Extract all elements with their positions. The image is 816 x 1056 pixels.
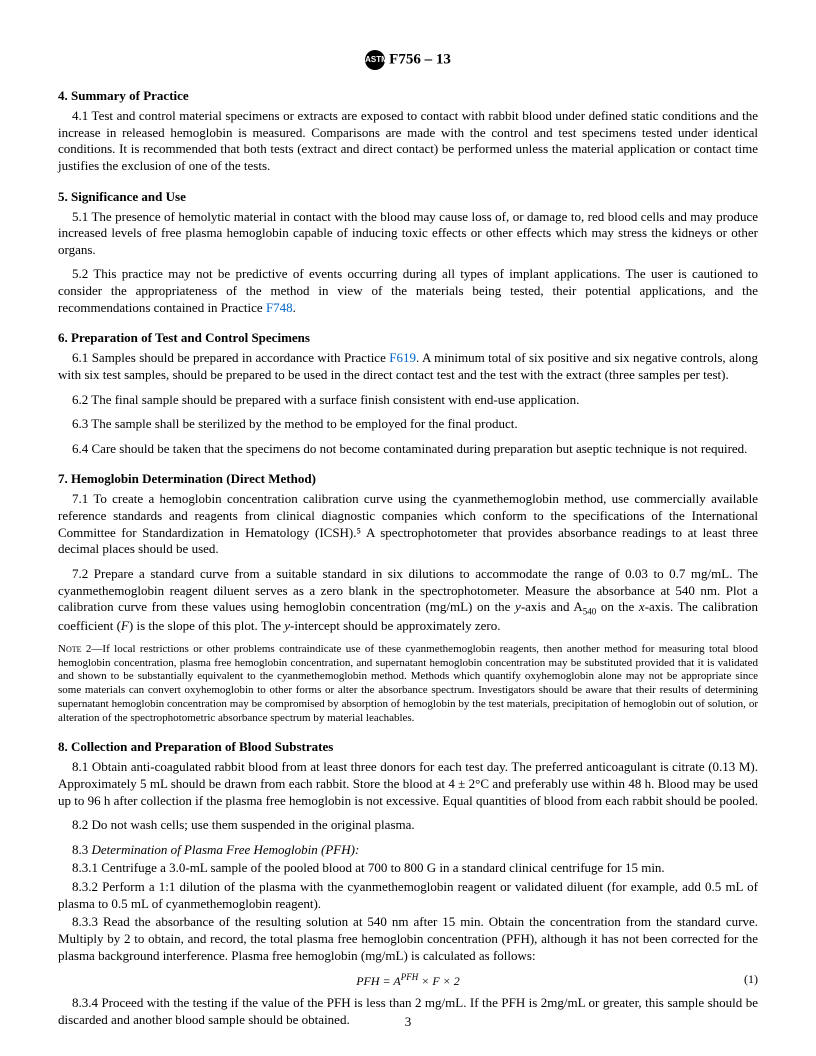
para-8-3-2: 8.3.2 Perform a 1:1 dilution of the plas…	[58, 879, 758, 912]
p83i: Determination of Plasma Free Hemoglobin …	[92, 842, 360, 857]
p72f: -intercept should be approximately zero.	[290, 618, 500, 633]
section-5-title: 5. Significance and Use	[58, 189, 758, 205]
note-2: Note 2—If local restrictions or other pr…	[58, 643, 758, 726]
para-8-3-1: 8.3.1 Centrifuge a 3.0-mL sample of the …	[58, 860, 758, 877]
eq-lhs: PFH = A	[356, 974, 401, 988]
ref-f619[interactable]: F619	[389, 350, 416, 365]
p83a: 8.3	[72, 842, 92, 857]
section-8-title: 8. Collection and Preparation of Blood S…	[58, 739, 758, 755]
para-6-1a: 6.1 Samples should be prepared in accord…	[72, 350, 389, 365]
para-6-1: 6.1 Samples should be prepared in accord…	[58, 350, 758, 383]
sub540: 540	[583, 607, 597, 617]
eq-num: (1)	[744, 972, 758, 987]
section-4-title: 4. Summary of Practice	[58, 88, 758, 104]
eq-rhs: × F × 2	[418, 974, 460, 988]
para-8-3-3: 8.3.3 Read the absorbance of the resulti…	[58, 914, 758, 964]
para-8-2: 8.2 Do not wash cells; use them suspende…	[58, 817, 758, 834]
p72c: on the	[596, 599, 639, 614]
section-6-title: 6. Preparation of Test and Control Speci…	[58, 330, 758, 346]
p72b: -axis and A	[521, 599, 583, 614]
ref-f748[interactable]: F748	[266, 300, 293, 315]
para-5-2b: .	[293, 300, 296, 315]
para-6-2: 6.2 The final sample should be prepared …	[58, 392, 758, 409]
designation: F756 – 13	[389, 51, 451, 67]
equation-1: PFH = APFH × F × 2 (1)	[58, 972, 758, 989]
para-8-1: 8.1 Obtain anti-coagulated rabbit blood …	[58, 759, 758, 809]
coef-f: F	[121, 618, 129, 633]
page-header: ASTMF756 – 13	[58, 50, 758, 70]
page-number: 3	[0, 1014, 816, 1030]
para-7-1: 7.1 To create a hemoglobin concentration…	[58, 491, 758, 558]
para-4-1: 4.1 Test and control material specimens …	[58, 108, 758, 175]
astm-logo: ASTM	[365, 50, 385, 70]
eq-sup: PFH	[401, 972, 419, 982]
section-7-title: 7. Hemoglobin Determination (Direct Meth…	[58, 471, 758, 487]
para-5-2a: 5.2 This practice may not be predictive …	[58, 266, 758, 314]
note-2-label: Note 2	[58, 643, 91, 655]
para-7-2: 7.2 Prepare a standard curve from a suit…	[58, 566, 758, 635]
note-2-text: —If local restrictions or other problems…	[58, 643, 758, 724]
para-5-1: 5.1 The presence of hemolytic material i…	[58, 209, 758, 259]
para-5-2: 5.2 This practice may not be predictive …	[58, 266, 758, 316]
p72e: ) is the slope of this plot. The	[129, 618, 284, 633]
para-8-3: 8.3 Determination of Plasma Free Hemoglo…	[58, 842, 758, 859]
para-6-4: 6.4 Care should be taken that the specim…	[58, 441, 758, 458]
para-6-3: 6.3 The sample shall be sterilized by th…	[58, 416, 758, 433]
